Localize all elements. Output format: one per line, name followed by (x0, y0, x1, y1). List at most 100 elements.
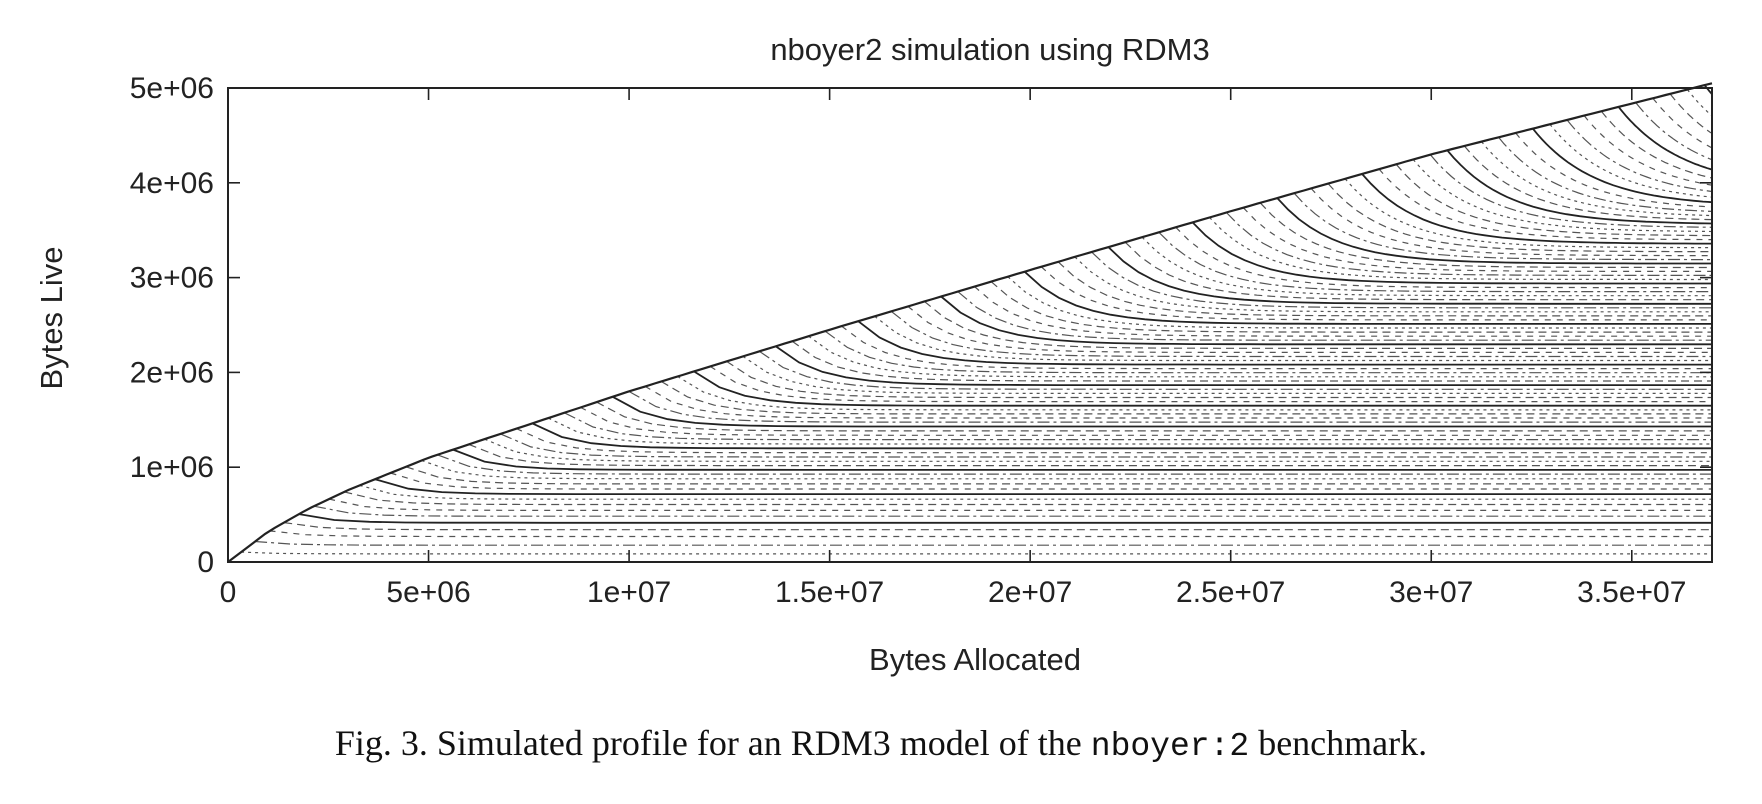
cohort-curve-10 (374, 478, 1712, 495)
cohort-curve-23 (580, 406, 1712, 436)
cohort-curve-22 (564, 412, 1712, 441)
y-tick-label-4: 4e+06 (130, 167, 214, 200)
cohort-curve-86 (1635, 102, 1713, 161)
y-axis: 0 1e+06 2e+06 3e+06 4e+06 5e+06 (130, 72, 1712, 579)
cohort-curve-18 (500, 433, 1712, 458)
caption-prefix: Fig. 3. Simulated profile for an RDM3 mo… (334, 723, 1091, 763)
cohort-curve-51 (1040, 266, 1712, 321)
cohort-curve-36 (791, 340, 1712, 382)
cohort-curve-35 (775, 345, 1712, 386)
cohort-curve-27 (644, 385, 1712, 419)
cohort-curve-90 (1703, 84, 1713, 95)
cohort-curve-72 (1395, 163, 1713, 237)
cohort-curve-75 (1446, 149, 1713, 225)
cohort-curve-2 (255, 540, 1712, 546)
cohort-curve-60 (1191, 221, 1712, 285)
cohort-curve-88 (1669, 93, 1713, 134)
y-tick-label-1: 1e+06 (130, 451, 214, 484)
cohort-curve-82 (1566, 119, 1713, 193)
cohort-curve-9 (359, 484, 1712, 500)
y-tick-label-3: 3e+06 (130, 262, 214, 295)
caption-code: nboyer:2 (1090, 728, 1250, 765)
cohort-curve-66 (1293, 192, 1712, 261)
y-tick-label-2: 2e+06 (130, 356, 214, 389)
cohort-curve-49 (1007, 276, 1712, 329)
cohort-curve-29 (677, 375, 1712, 411)
cohort-curve-26 (628, 390, 1712, 423)
cohort-curve-31 (709, 365, 1712, 403)
cohort-curve-50 (1024, 271, 1712, 325)
cohort-curve-39 (841, 325, 1712, 370)
x-tick-label-2: 1e+07 (587, 576, 671, 609)
cohort-curve-33 (742, 355, 1712, 394)
cohort-curve-59 (1175, 226, 1712, 289)
cohort-curve-53 (1074, 256, 1712, 313)
cohort-curve-62 (1225, 212, 1712, 276)
cohort-curve-69 (1344, 178, 1713, 249)
cohort-curve-38 (824, 330, 1712, 374)
cohort-curve-47 (974, 286, 1712, 337)
cohort-curve-32 (726, 360, 1712, 399)
cohort-curve-87 (1652, 97, 1713, 149)
caption-suffix: benchmark. (1249, 723, 1428, 763)
cohort-curve-40 (857, 320, 1712, 366)
x-tick-label-5: 2.5e+07 (1176, 576, 1285, 609)
chart: nboyer2 simulation using RDM3 0 5e+06 1e+0… (34, 32, 1713, 677)
cohort-curve-46 (957, 291, 1712, 341)
x-tick-label-0: 0 (220, 576, 237, 609)
cohort-curve-78 (1498, 136, 1713, 212)
cohort-curve-76 (1463, 145, 1713, 221)
cohort-curve-44 (924, 301, 1712, 349)
cohort-curve-61 (1209, 216, 1712, 281)
x-axis: 0 5e+06 1e+07 1.5e+07 2e+07 2.5e+07 3e+07 3.5e+… (220, 88, 1686, 609)
cohort-curve-81 (1549, 123, 1713, 198)
cohort-curve-12 (405, 466, 1712, 485)
cohort-curve-56 (1124, 241, 1712, 301)
cohort-curve-54 (1091, 251, 1712, 309)
cohort-curve-11 (390, 472, 1712, 490)
cohort-curve-43 (907, 305, 1712, 353)
cohort-curve-64 (1259, 202, 1712, 269)
cohort-curve-55 (1107, 246, 1712, 305)
cohort-curve-77 (1481, 141, 1713, 217)
cohort-curve-70 (1361, 173, 1712, 245)
cohort-curve-21 (548, 417, 1712, 445)
cohort-curve-19 (516, 428, 1712, 454)
cohort-curves (241, 84, 1713, 555)
y-tick-label-0: 0 (197, 546, 214, 579)
cohort-curve-74 (1429, 154, 1713, 228)
cohort-curve-52 (1057, 261, 1712, 317)
x-tick-label-1: 5e+06 (386, 576, 470, 609)
cohort-curve-13 (421, 459, 1712, 480)
cohort-curve-15 (452, 448, 1712, 471)
cohort-curve-84 (1600, 110, 1713, 179)
x-tick-label-4: 2e+07 (988, 576, 1072, 609)
cohort-curve-71 (1378, 168, 1712, 241)
y-tick-label-5: 5e+06 (130, 72, 214, 105)
cohort-curve-68 (1327, 183, 1712, 253)
cohort-curve-1 (241, 551, 1712, 555)
x-tick-label-3: 1.5e+07 (775, 576, 884, 609)
cohort-curve-24 (596, 401, 1712, 432)
cohort-curve-14 (437, 454, 1712, 475)
figure-caption: Fig. 3. Simulated profile for an RDM3 mo… (0, 722, 1762, 765)
cohort-curve-80 (1532, 128, 1713, 204)
plot-frame (227, 87, 1713, 563)
cohort-curve-67 (1310, 187, 1712, 257)
cohort-curve-16 (468, 443, 1712, 467)
cohort-curve-3 (269, 530, 1712, 538)
cohort-curve-17 (484, 438, 1712, 462)
cohort-curve-34 (758, 350, 1712, 390)
cohort-curve-41 (874, 315, 1712, 362)
envelope-line (227, 82, 1713, 563)
y-axis-title: Bytes Live (34, 246, 69, 389)
cohort-curve-20 (532, 422, 1712, 450)
cohort-curve-45 (940, 295, 1712, 346)
cohort-curve-25 (612, 396, 1712, 428)
cohort-curve-48 (990, 281, 1712, 333)
x-axis-title: Bytes Allocated (869, 642, 1081, 677)
cohort-curve-89 (1686, 89, 1713, 117)
cohort-curve-42 (890, 310, 1712, 358)
cohort-curve-65 (1276, 197, 1712, 265)
cohort-curve-30 (693, 370, 1712, 407)
